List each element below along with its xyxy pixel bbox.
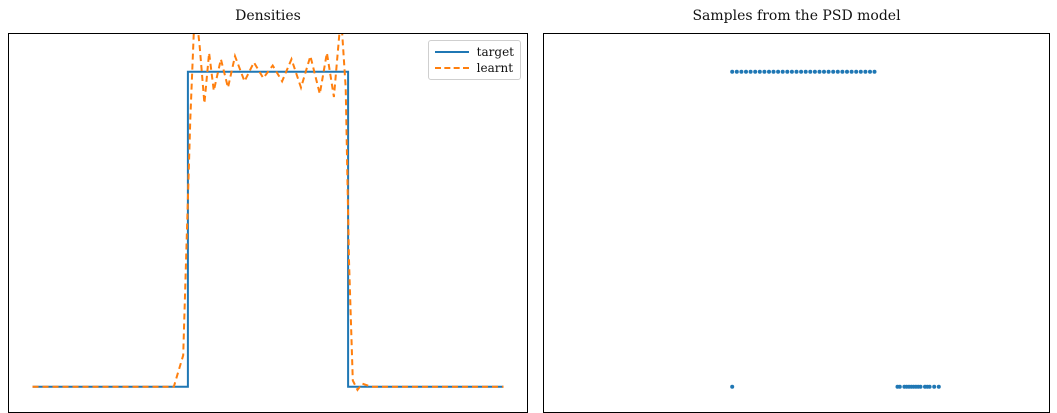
legend-swatch-target (434, 51, 469, 53)
sample-point (849, 69, 854, 74)
sample-point (767, 69, 771, 74)
sample-point (799, 69, 804, 74)
sample-point (757, 69, 762, 74)
legend-label-learnt: learnt (476, 61, 514, 75)
sample-point (826, 69, 831, 74)
sample-point (835, 69, 840, 74)
sample-point (734, 69, 739, 74)
sample-point (863, 69, 868, 74)
sample-point (780, 69, 785, 74)
sample-point (936, 384, 941, 389)
sample-point (771, 69, 776, 74)
sample-point (840, 69, 845, 74)
legend-swatch-learnt (434, 67, 469, 69)
left-chart-title: Densities (235, 8, 301, 24)
sample-point (803, 69, 808, 74)
sample-point (739, 69, 744, 74)
sample-point (730, 384, 735, 389)
sample-point (762, 69, 767, 74)
legend-item-learnt: learnt (434, 60, 514, 76)
sample-point (817, 69, 822, 74)
sample-point (744, 69, 748, 74)
sample-point (730, 69, 735, 74)
legend-label-target: target (476, 45, 514, 59)
legend-item-target: target (434, 44, 514, 60)
sample-point (785, 69, 790, 74)
sample-point (812, 69, 817, 74)
sample-point (822, 69, 826, 74)
sample-point (748, 69, 753, 74)
sample-point (794, 69, 799, 74)
sample-point (927, 384, 932, 389)
sample-point (753, 69, 758, 74)
sample-point (831, 69, 836, 74)
samples-chart (543, 33, 1050, 413)
legend: target learnt (427, 40, 521, 80)
series-line-learnt (32, 34, 504, 392)
sample-point (918, 384, 923, 389)
samples-plot-area (730, 69, 941, 389)
sample-point (932, 384, 937, 389)
sample-point (872, 69, 877, 74)
densities-plot-area (32, 34, 504, 392)
sample-point (858, 69, 863, 74)
sample-point (868, 69, 872, 74)
densities-chart: target learnt (8, 33, 528, 413)
sample-point (845, 69, 849, 74)
sample-point (808, 69, 813, 74)
sample-point (776, 69, 781, 74)
sample-point (897, 384, 902, 389)
sample-point (854, 69, 859, 74)
right-chart-title: Samples from the PSD model (692, 8, 901, 24)
sample-point (789, 69, 794, 74)
series-line-target (32, 70, 504, 388)
